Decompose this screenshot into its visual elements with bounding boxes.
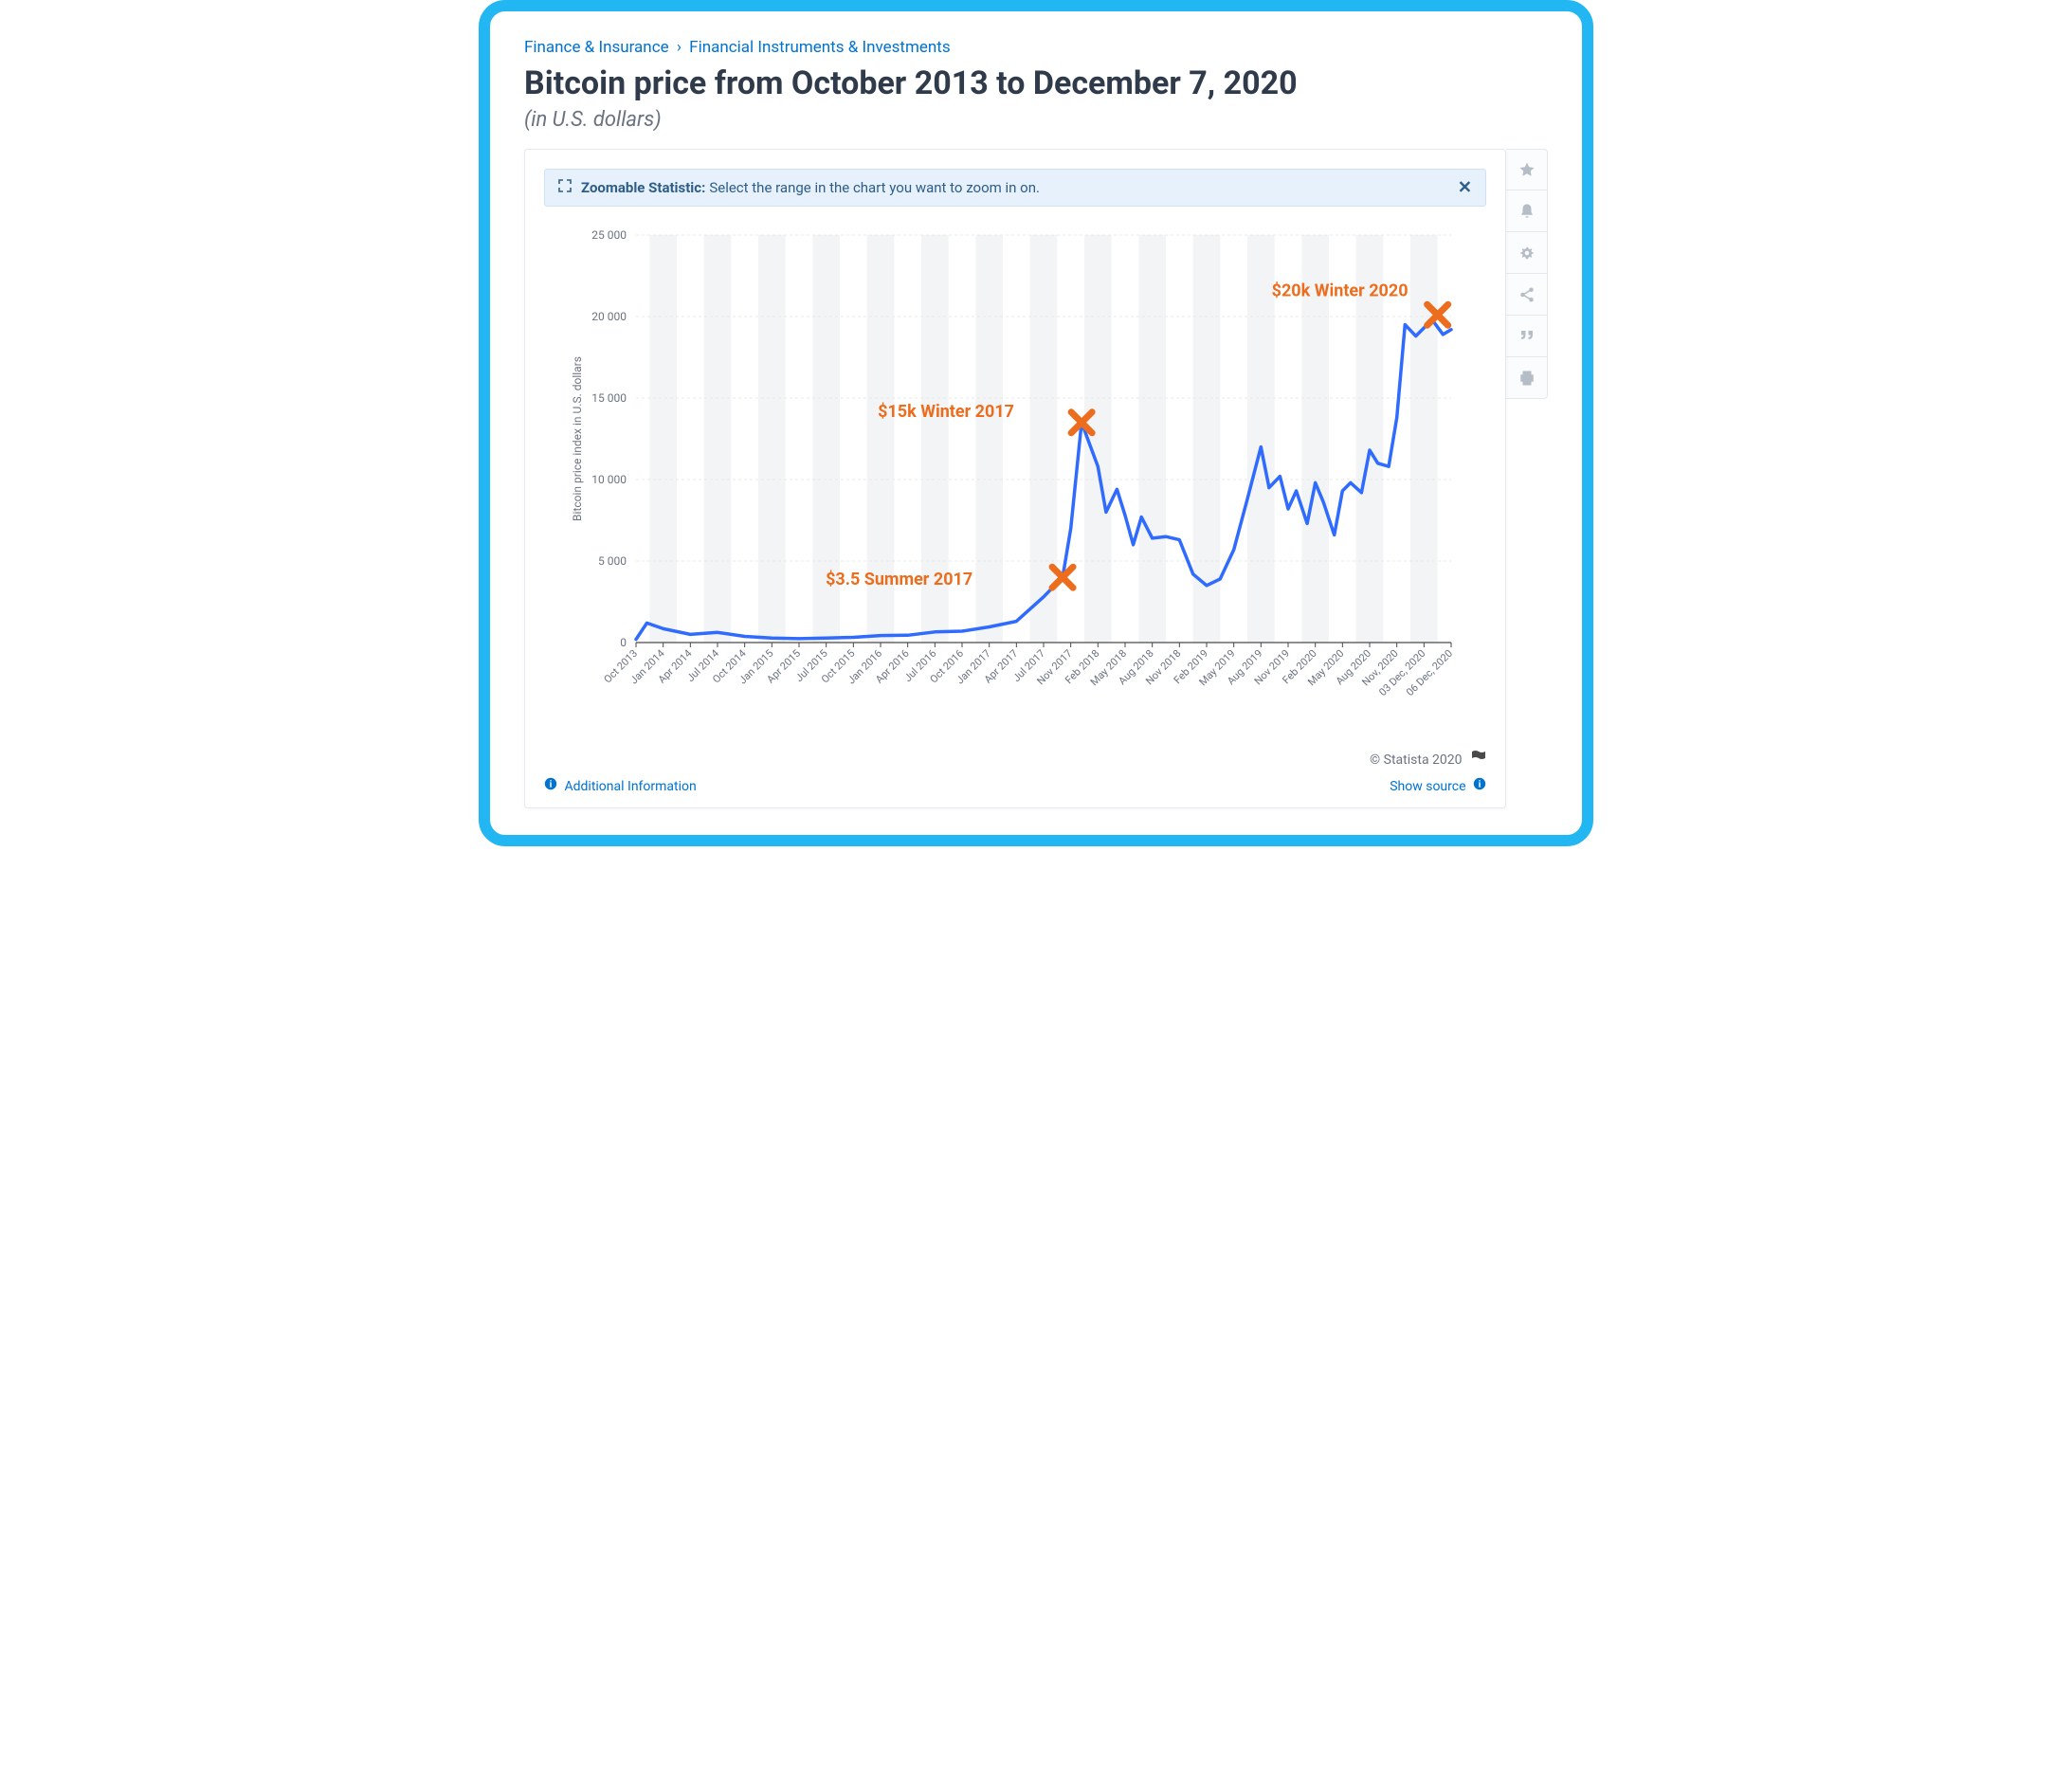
page-title: Bitcoin price from October 2013 to Decem… bbox=[524, 64, 1548, 102]
tool-bell[interactable] bbox=[1506, 190, 1548, 232]
copyright-row: © Statista 2020 bbox=[544, 751, 1486, 768]
additional-info-link[interactable]: i Additional Information bbox=[544, 777, 697, 794]
info-icon: i bbox=[1473, 779, 1486, 794]
show-source-label: Show source bbox=[1390, 779, 1465, 794]
footer-row: i Additional Information Show source i bbox=[544, 777, 1486, 794]
flag-icon[interactable] bbox=[1471, 752, 1486, 768]
outer-frame: Finance & Insurance › Financial Instrume… bbox=[479, 0, 1593, 846]
info-icon: i bbox=[544, 779, 560, 794]
show-source-link[interactable]: Show source i bbox=[1390, 777, 1486, 794]
tool-print[interactable] bbox=[1506, 357, 1548, 399]
copyright-text: © Statista 2020 bbox=[1370, 752, 1462, 768]
svg-text:$15k Winter 2017: $15k Winter 2017 bbox=[878, 402, 1014, 422]
zoom-banner-text: Select the range in the chart you want t… bbox=[709, 179, 1040, 196]
svg-text:$20k Winter 2020: $20k Winter 2020 bbox=[1272, 281, 1409, 300]
svg-text:25 000: 25 000 bbox=[591, 228, 627, 242]
page-subtitle: (in U.S. dollars) bbox=[524, 108, 1548, 132]
svg-text:20 000: 20 000 bbox=[591, 310, 627, 323]
side-tools bbox=[1506, 149, 1548, 399]
breadcrumb: Finance & Insurance › Financial Instrume… bbox=[524, 38, 1548, 57]
tool-quote[interactable] bbox=[1506, 316, 1548, 357]
svg-text:i: i bbox=[550, 780, 553, 790]
chart-wrap: Zoomable Statistic: Select the range in … bbox=[524, 149, 1548, 808]
breadcrumb-separator: › bbox=[677, 38, 682, 57]
svg-text:0: 0 bbox=[620, 636, 627, 649]
zoom-banner-bold: Zoomable Statistic: bbox=[581, 179, 705, 196]
zoom-banner: Zoomable Statistic: Select the range in … bbox=[544, 169, 1486, 207]
svg-text:10 000: 10 000 bbox=[591, 473, 627, 486]
breadcrumb-item-1[interactable]: Finance & Insurance bbox=[524, 38, 669, 57]
tool-share[interactable] bbox=[1506, 274, 1548, 316]
expand-icon[interactable] bbox=[558, 179, 572, 196]
chart-card: Zoomable Statistic: Select the range in … bbox=[524, 149, 1506, 808]
close-icon[interactable]: ✕ bbox=[1458, 178, 1472, 198]
svg-text:i: i bbox=[1479, 780, 1481, 790]
svg-text:$3.5 Summer 2017: $3.5 Summer 2017 bbox=[826, 570, 972, 589]
additional-info-label: Additional Information bbox=[564, 779, 696, 794]
tool-star[interactable] bbox=[1506, 149, 1548, 190]
line-chart[interactable]: 05 00010 00015 00020 00025 000Oct 2013Ja… bbox=[544, 216, 1486, 747]
breadcrumb-item-2[interactable]: Financial Instruments & Investments bbox=[689, 38, 950, 57]
svg-text:Bitcoin price index in U.S. do: Bitcoin price index in U.S. dollars bbox=[571, 356, 584, 521]
svg-text:5 000: 5 000 bbox=[598, 554, 627, 568]
svg-text:15 000: 15 000 bbox=[591, 391, 627, 405]
tool-gear[interactable] bbox=[1506, 232, 1548, 274]
plot-area[interactable]: 05 00010 00015 00020 00025 000Oct 2013Ja… bbox=[544, 216, 1486, 747]
